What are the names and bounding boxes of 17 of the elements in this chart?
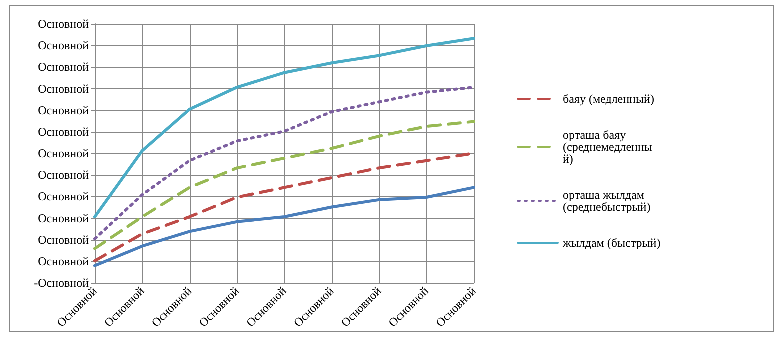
legend-label: баяу (медленный) xyxy=(563,92,654,106)
text: Основной xyxy=(38,190,90,204)
text: Основной xyxy=(38,103,90,118)
text: Основной xyxy=(38,82,90,96)
text: Основной xyxy=(38,60,90,74)
text: Основной xyxy=(38,232,90,247)
text: -Основной xyxy=(34,276,90,290)
text: Основной xyxy=(38,124,90,139)
text: Основной xyxy=(38,168,90,182)
legend-label: орташа баяу (среднемедленный) xyxy=(563,128,652,166)
legend-label: орташа жылдам (среднебыстрый) xyxy=(563,188,651,214)
legend-label: жылдам (быстрый) xyxy=(562,236,661,250)
text: Основной xyxy=(38,211,90,226)
text: Основной xyxy=(38,254,90,268)
text: Основной xyxy=(38,146,90,160)
text: Основной xyxy=(38,17,90,31)
text: Основной xyxy=(38,38,90,53)
